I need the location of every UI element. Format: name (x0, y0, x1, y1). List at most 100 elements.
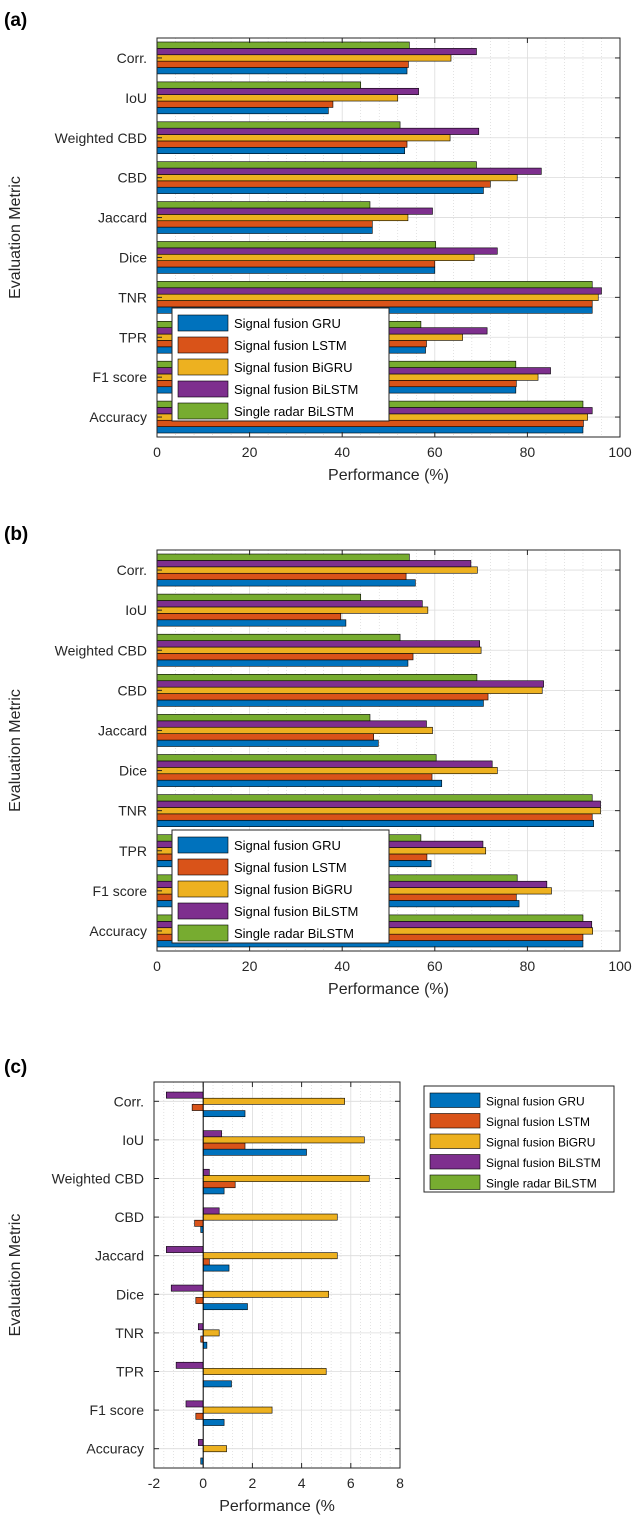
bar (202, 1252, 338, 1260)
bar (156, 767, 498, 775)
y-tick-label: Corr. (117, 562, 147, 578)
y-tick-label: Corr. (114, 1093, 144, 1109)
panel-label: (b) (4, 524, 28, 545)
x-tick-label: 60 (427, 444, 443, 460)
legend-swatch (177, 336, 229, 354)
bar (202, 1110, 246, 1118)
legend-entry: Signal fusion GRU (486, 1094, 585, 1108)
bar (202, 1142, 246, 1150)
bar (156, 67, 408, 75)
bar (156, 281, 593, 289)
bar (156, 300, 593, 308)
bar (156, 566, 478, 574)
y-tick-label: TNR (118, 803, 147, 819)
x-tick-label: 100 (608, 444, 632, 460)
y-tick-label: Accuracy (89, 923, 147, 939)
y-tick-label: TNR (118, 289, 147, 305)
bar (156, 726, 433, 734)
bar (191, 1104, 204, 1111)
x-axis-label: Performance (%) (328, 981, 449, 998)
bar (202, 1380, 232, 1388)
bar (197, 1323, 204, 1331)
legend-entry: Signal fusion BiLSTM (234, 904, 358, 919)
x-tick-label: 0 (199, 1475, 207, 1491)
y-tick-label: Weighted CBD (55, 642, 147, 658)
y-tick-label: TPR (116, 1364, 144, 1380)
bar (156, 266, 436, 274)
y-tick-label: Weighted CBD (52, 1171, 144, 1187)
y-tick-label: F1 score (93, 883, 148, 899)
y-tick-label: Jaccard (98, 210, 147, 226)
bar (156, 640, 481, 648)
bar (185, 1400, 204, 1408)
legend-entry: Signal fusion BiLSTM (234, 382, 358, 397)
bar (202, 1181, 236, 1189)
bar (156, 127, 480, 135)
bar (202, 1136, 365, 1144)
bar (170, 1284, 204, 1292)
legend-entry: Signal fusion LSTM (234, 860, 347, 875)
bar (156, 287, 602, 295)
x-tick-label: 0 (153, 444, 161, 460)
y-tick-label: IoU (125, 602, 147, 618)
y-tick-label: TPR (119, 329, 147, 345)
bar (156, 754, 437, 762)
x-tick-label: 6 (347, 1475, 355, 1491)
bar (156, 226, 373, 234)
y-tick-label: CBD (117, 682, 147, 698)
x-axis-label: Performance (%) (328, 467, 449, 484)
bar (156, 174, 518, 182)
bar (156, 161, 477, 169)
bar (156, 54, 452, 62)
bars (166, 1091, 370, 1465)
chart-panel-1: (a) 0 20 40 60 80 100 Corr. IoU Weighted CBD CBD Ja… (4, 10, 632, 484)
x-tick-label: 100 (608, 958, 632, 974)
y-axis-label: Evaluation Metric (7, 1214, 24, 1337)
x-tick-label: 4 (298, 1475, 306, 1491)
y-tick-label: Dice (116, 1286, 144, 1302)
bar (156, 773, 433, 781)
bar (156, 207, 433, 215)
y-tick-label: CBD (114, 1209, 144, 1225)
legend-swatch (429, 1113, 481, 1129)
bar (156, 180, 491, 188)
y-tick-label: Corr. (117, 50, 147, 66)
bar (156, 214, 409, 222)
bar (202, 1148, 307, 1156)
panel-label: (c) (4, 1057, 27, 1078)
legend-swatch (177, 380, 229, 398)
bar (156, 686, 543, 694)
bar (156, 779, 443, 787)
bar (156, 147, 406, 155)
bar (156, 714, 371, 722)
bar (156, 201, 371, 209)
x-tick-label: 80 (520, 444, 536, 460)
x-axis-label: Performance (% (219, 1498, 335, 1515)
bar (202, 1258, 210, 1266)
legend-swatch (177, 836, 229, 854)
y-axis-label: Evaluation Metric (7, 689, 24, 812)
legend-entry: Single radar BiLSTM (234, 926, 354, 941)
y-tick-label: TNR (115, 1325, 144, 1341)
bar (156, 600, 423, 608)
bar (156, 220, 373, 228)
x-tick-label: 40 (334, 958, 350, 974)
legend-entry: Signal fusion LSTM (234, 338, 347, 353)
bar (156, 613, 342, 621)
legend-entry: Signal fusion GRU (234, 838, 341, 853)
bar (156, 739, 379, 747)
bar (156, 81, 362, 89)
bar (156, 653, 414, 661)
bar (156, 134, 451, 142)
legend-entry: Signal fusion BiLSTM (486, 1156, 601, 1170)
legend-entry: Signal fusion GRU (234, 316, 341, 331)
y-tick-label: F1 score (93, 369, 148, 385)
legend-entry: Signal fusion BiGRU (234, 360, 353, 375)
bar (156, 94, 399, 102)
y-tick-label: Accuracy (86, 1441, 144, 1457)
axes-box (153, 1081, 401, 1469)
x-tick-label: -2 (148, 1475, 161, 1491)
legend-entry: Single radar BiLSTM (234, 404, 354, 419)
bar (156, 633, 401, 641)
